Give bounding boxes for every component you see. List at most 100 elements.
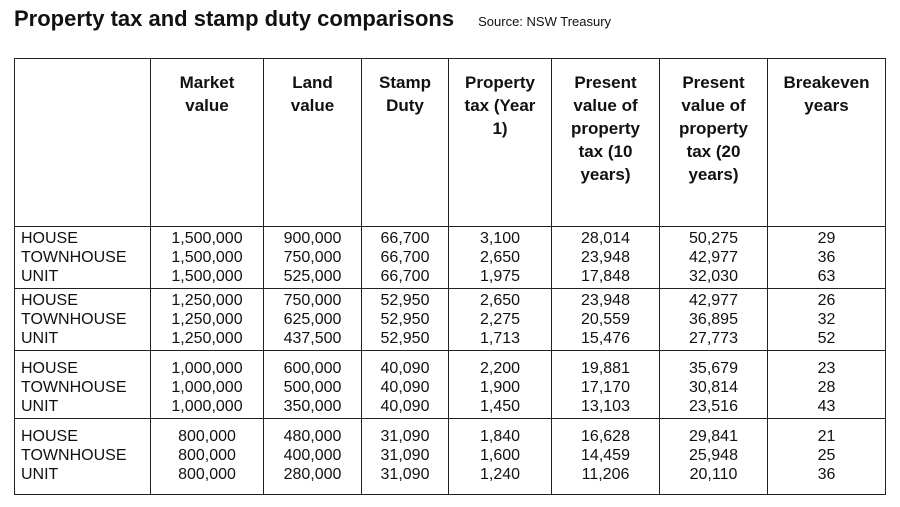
table-cell: 480,000: [263, 418, 362, 446]
table-cell: 11,206: [551, 465, 660, 495]
table-row: UNIT 1,500,000 525,000 66,700 1,975 17,8…: [14, 267, 886, 289]
table-cell: 43: [767, 397, 886, 419]
table-cell: 625,000: [263, 310, 362, 329]
table-cell: 40,090: [361, 397, 449, 419]
table-cell: 750,000: [263, 248, 362, 267]
table-cell: 14,459: [551, 446, 660, 465]
table-cell: 2,650: [448, 288, 552, 310]
column-header: Present value of property tax (20 years): [659, 58, 768, 227]
table-cell: 20,110: [659, 465, 768, 495]
table-cell: 26: [767, 288, 886, 310]
table-cell: 1,250,000: [150, 310, 264, 329]
table-cell: 900,000: [263, 226, 362, 248]
table-cell: 1,600: [448, 446, 552, 465]
table-cell: HOUSE: [14, 226, 151, 248]
table-row: HOUSE 800,000 480,000 31,090 1,840 16,62…: [14, 418, 886, 446]
table-row: UNIT 800,000 280,000 31,090 1,240 11,206…: [14, 465, 886, 495]
table-cell: 800,000: [150, 446, 264, 465]
table-cell: 350,000: [263, 397, 362, 419]
table-cell: 66,700: [361, 226, 449, 248]
table-cell: 1,900: [448, 378, 552, 397]
table-cell: 3,100: [448, 226, 552, 248]
table-cell: 42,977: [659, 288, 768, 310]
table-group: HOUSE 1,250,000 750,000 52,950 2,650 23,…: [14, 288, 886, 351]
table-cell: 21: [767, 418, 886, 446]
table-cell: 28,014: [551, 226, 660, 248]
table-row: HOUSE 1,000,000 600,000 40,090 2,200 19,…: [14, 350, 886, 378]
table-cell: 2,200: [448, 350, 552, 378]
column-header: Breakeven years: [767, 58, 886, 227]
table-cell: 42,977: [659, 248, 768, 267]
table-cell: TOWNHOUSE: [14, 378, 151, 397]
table-cell: 52: [767, 329, 886, 351]
table-cell: 23: [767, 350, 886, 378]
table-cell: 23,948: [551, 288, 660, 310]
table-cell: 1,500,000: [150, 248, 264, 267]
table-cell: 19,881: [551, 350, 660, 378]
table-cell: 23,948: [551, 248, 660, 267]
table-row: HOUSE 1,250,000 750,000 52,950 2,650 23,…: [14, 288, 886, 310]
table-cell: 27,773: [659, 329, 768, 351]
table-cell: 35,679: [659, 350, 768, 378]
table-cell: 400,000: [263, 446, 362, 465]
table-cell: 525,000: [263, 267, 362, 289]
table-cell: 1,840: [448, 418, 552, 446]
table-cell: 25,948: [659, 446, 768, 465]
column-header: Stamp Duty: [361, 58, 449, 227]
table-cell: 1,000,000: [150, 350, 264, 378]
table-row: TOWNHOUSE 1,500,000 750,000 66,700 2,650…: [14, 248, 886, 267]
table-cell: 29: [767, 226, 886, 248]
source-note: Source: NSW Treasury: [478, 14, 612, 29]
table-cell: TOWNHOUSE: [14, 248, 151, 267]
table-cell: 63: [767, 267, 886, 289]
table-cell: 31,090: [361, 446, 449, 465]
table-group: HOUSE 1,500,000 900,000 66,700 3,100 28,…: [14, 226, 886, 289]
table-cell: 1,450: [448, 397, 552, 419]
column-header: Present value of property tax (10 years): [551, 58, 660, 227]
table-cell: 800,000: [150, 418, 264, 446]
table-cell: 1,975: [448, 267, 552, 289]
table-cell: 280,000: [263, 465, 362, 495]
table-cell: 36,895: [659, 310, 768, 329]
table-group: HOUSE 800,000 480,000 31,090 1,840 16,62…: [14, 418, 886, 495]
page-title: Property tax and stamp duty comparisons: [14, 6, 455, 31]
table-cell: 28: [767, 378, 886, 397]
table-cell: UNIT: [14, 465, 151, 495]
table-cell: 1,500,000: [150, 226, 264, 248]
table-cell: UNIT: [14, 397, 151, 419]
table-cell: 36: [767, 465, 886, 495]
table-cell: UNIT: [14, 329, 151, 351]
table-cell: 23,516: [659, 397, 768, 419]
table-cell: 25: [767, 446, 886, 465]
table-cell: 52,950: [361, 288, 449, 310]
heading: Property tax and stamp duty comparisons …: [14, 6, 611, 32]
table-cell: 50,275: [659, 226, 768, 248]
table-cell: 36: [767, 248, 886, 267]
table-row: TOWNHOUSE 1,000,000 500,000 40,090 1,900…: [14, 378, 886, 397]
table-cell: 40,090: [361, 350, 449, 378]
table-cell: 66,700: [361, 267, 449, 289]
table-header: Market value Land value Stamp Duty Prope…: [14, 58, 886, 227]
table-cell: 2,275: [448, 310, 552, 329]
table-row: UNIT 1,000,000 350,000 40,090 1,450 13,1…: [14, 397, 886, 419]
table-group: HOUSE 1,000,000 600,000 40,090 2,200 19,…: [14, 350, 886, 419]
table-cell: 17,170: [551, 378, 660, 397]
table-cell: UNIT: [14, 267, 151, 289]
table-cell: 32: [767, 310, 886, 329]
table-cell: TOWNHOUSE: [14, 310, 151, 329]
table-cell: 66,700: [361, 248, 449, 267]
table-cell: 31,090: [361, 418, 449, 446]
table-cell: 52,950: [361, 329, 449, 351]
table-cell: 16,628: [551, 418, 660, 446]
table-row: HOUSE 1,500,000 900,000 66,700 3,100 28,…: [14, 226, 886, 248]
table-cell: 29,841: [659, 418, 768, 446]
column-header: Land value: [263, 58, 362, 227]
table-cell: 17,848: [551, 267, 660, 289]
table-cell: 1,000,000: [150, 397, 264, 419]
comparison-table: Market value Land value Stamp Duty Prope…: [14, 58, 886, 495]
table-row: TOWNHOUSE 1,250,000 625,000 52,950 2,275…: [14, 310, 886, 329]
table-cell: 1,500,000: [150, 267, 264, 289]
table-cell: HOUSE: [14, 418, 151, 446]
table-row: UNIT 1,250,000 437,500 52,950 1,713 15,4…: [14, 329, 886, 351]
table-cell: 40,090: [361, 378, 449, 397]
